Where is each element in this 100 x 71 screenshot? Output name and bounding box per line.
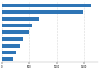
Bar [2, 51, 16, 54]
Bar [2, 4, 90, 7]
Bar [2, 10, 83, 14]
Bar [2, 44, 20, 48]
Bar [2, 17, 39, 21]
Bar [2, 24, 32, 27]
Bar [2, 30, 29, 34]
Bar [2, 57, 13, 61]
Bar [2, 37, 23, 41]
